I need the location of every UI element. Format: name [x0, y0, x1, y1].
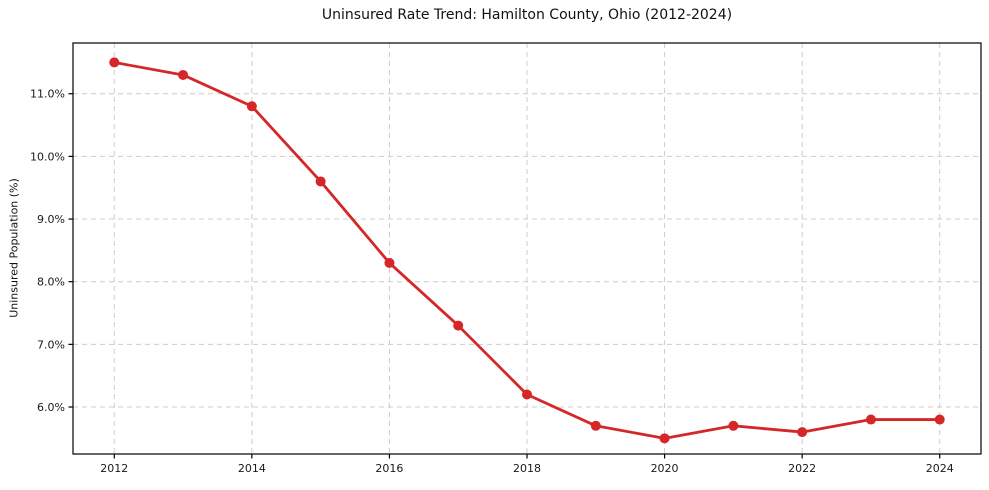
data-point	[659, 433, 670, 444]
y-tick-label: 6.0%	[37, 401, 65, 414]
data-point	[522, 389, 532, 400]
y-tick-label: 9.0%	[37, 213, 65, 226]
chart-title: Uninsured Rate Trend: Hamilton County, O…	[321, 7, 733, 23]
x-tick-label: 2016	[375, 462, 403, 475]
data-point	[178, 69, 189, 80]
y-tick-label: 8.0%	[37, 276, 65, 289]
data-point	[865, 414, 876, 425]
x-tick-label: 2018	[513, 462, 541, 475]
data-point	[590, 420, 601, 431]
x-tick-label: 2012	[100, 462, 128, 475]
data-point	[453, 320, 464, 331]
y-tick-label: 7.0%	[37, 338, 65, 351]
data-point	[728, 420, 739, 431]
data-point	[934, 414, 945, 425]
data-point	[246, 101, 257, 112]
x-tick-label: 2022	[788, 462, 816, 475]
data-point	[109, 57, 120, 68]
data-point	[384, 257, 395, 268]
x-tick-label: 2024	[926, 462, 954, 475]
x-tick-label: 2014	[238, 462, 266, 475]
data-point	[315, 176, 326, 187]
data-point	[797, 427, 808, 438]
y-tick-label: 10.0%	[30, 150, 65, 163]
x-tick-label: 2020	[651, 462, 679, 475]
y-tick-label: 11.0%	[30, 88, 65, 101]
